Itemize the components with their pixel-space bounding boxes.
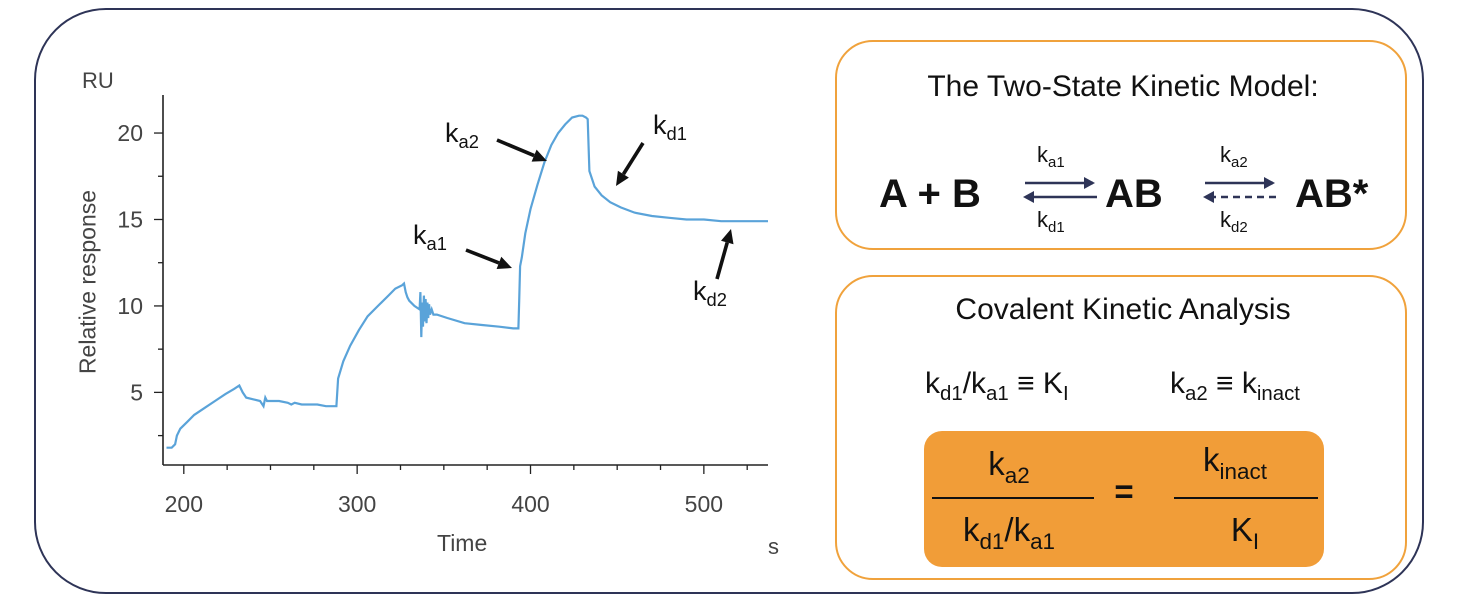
arrow-kd2-shaft bbox=[715, 241, 729, 280]
x-axis-label: Time bbox=[437, 530, 488, 556]
x-tick-label: 300 bbox=[338, 491, 376, 517]
arrow-kd2-head bbox=[721, 229, 734, 245]
y-corner-unit: RU bbox=[82, 68, 114, 93]
ratio-right-denominator: KI bbox=[1230, 511, 1260, 554]
y-tick-label: 10 bbox=[117, 293, 143, 319]
annotation-ka1: ka1 bbox=[413, 220, 447, 255]
outer-frame bbox=[34, 8, 1424, 594]
ratio-left-bar bbox=[932, 497, 1094, 499]
series-line bbox=[166, 114, 768, 449]
kinact-equation: ka2 ≡ kinact bbox=[1170, 367, 1300, 406]
product: AB* bbox=[1295, 172, 1369, 216]
chart-axes bbox=[162, 95, 768, 466]
ratio-equals: = bbox=[1114, 473, 1134, 510]
x-tick-label: 200 bbox=[165, 491, 203, 517]
annotation-kd1: kd1 bbox=[653, 110, 687, 145]
ratio-highlight-box: ka2 kd1/ka1 = kinact KI bbox=[924, 431, 1324, 567]
ratio-right-bar bbox=[1174, 497, 1318, 499]
annotation-kd2: kd2 bbox=[693, 276, 727, 311]
y-tick-label: 20 bbox=[117, 120, 143, 146]
x-tick-label: 400 bbox=[511, 491, 549, 517]
intermediate: AB bbox=[1105, 172, 1163, 216]
arrow-ka1-head bbox=[496, 256, 512, 269]
x-corner-unit: s bbox=[768, 534, 779, 559]
y-axis-label: Relative response bbox=[74, 189, 101, 375]
model-title: The Two-State Kinetic Model: bbox=[927, 70, 1319, 103]
annotation-ka2: ka2 bbox=[445, 118, 479, 153]
analysis-title: Covalent Kinetic Analysis bbox=[955, 293, 1291, 326]
model-ka1: ka1 bbox=[1037, 142, 1065, 172]
arrow-kd1-shaft bbox=[621, 142, 645, 176]
arrow-kd1 bbox=[616, 142, 645, 186]
arrow-ka1-shaft bbox=[465, 248, 500, 265]
model-kd1: kd1 bbox=[1037, 207, 1065, 237]
arrow-kd2 bbox=[715, 229, 734, 280]
y-tick-label: 5 bbox=[130, 379, 143, 405]
y-tick-label: 15 bbox=[117, 206, 143, 232]
arrow-ka2-head bbox=[531, 149, 547, 162]
ratio-left-numerator: ka2 bbox=[988, 445, 1030, 488]
chart-ticks: 200 300 400 500 5 10 15 20 bbox=[117, 120, 748, 517]
arrow-ka2 bbox=[496, 138, 547, 162]
covalent-analysis-box: Covalent Kinetic Analysis kd1/ka1 ≡ KI k… bbox=[835, 275, 1407, 580]
ki-equation: kd1/ka1 ≡ KI bbox=[925, 367, 1069, 406]
arrow-kd1-head bbox=[616, 170, 629, 186]
reactants: A + B bbox=[879, 172, 981, 216]
ratio-left-denominator: kd1/ka1 bbox=[962, 511, 1056, 554]
equilibrium-arrows bbox=[1023, 177, 1277, 203]
model-kd2: kd2 bbox=[1220, 207, 1248, 237]
two-state-model-box: The Two-State Kinetic Model: A + B AB AB… bbox=[835, 40, 1407, 250]
x-tick-label: 500 bbox=[685, 491, 723, 517]
ratio-right-numerator: kinact bbox=[1203, 441, 1267, 484]
model-ka2: ka2 bbox=[1220, 142, 1248, 172]
arrow-ka2-shaft bbox=[496, 138, 535, 158]
annotation-arrows bbox=[465, 138, 734, 280]
arrow-ka1 bbox=[465, 248, 512, 269]
